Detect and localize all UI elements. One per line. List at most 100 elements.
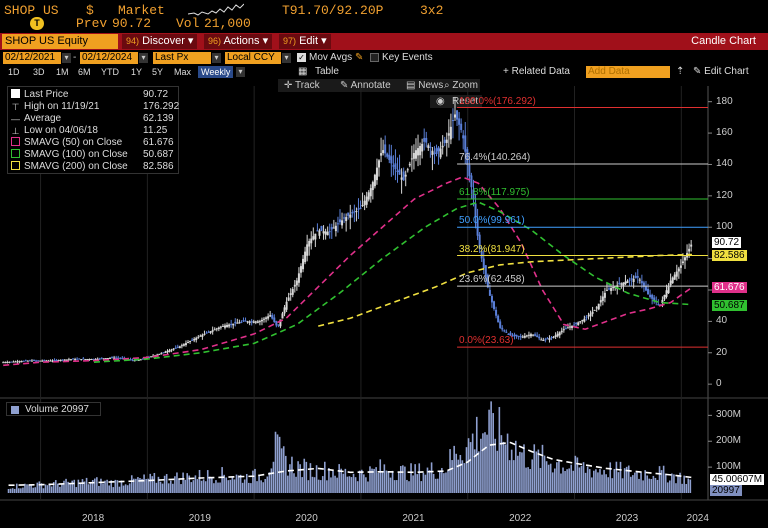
volume-bar: [321, 476, 324, 493]
currency-dropdown-icon[interactable]: ▾: [282, 53, 291, 63]
volume-bar: [473, 449, 476, 493]
volume-bar: [584, 472, 587, 493]
volume-bar: [332, 470, 334, 493]
candle-body: [90, 359, 93, 361]
period-6m[interactable]: 6M: [78, 67, 91, 77]
volume-bar: [225, 477, 228, 493]
volume-bar: [326, 480, 328, 493]
volume-bar: [190, 482, 193, 493]
volume-bar: [299, 464, 301, 493]
edit-chart-button[interactable]: ✎ Edit Chart: [693, 66, 749, 77]
candle-body: [320, 225, 323, 231]
volume-bar: [297, 461, 299, 493]
frequency-dropdown-icon[interactable]: ▾: [236, 67, 245, 77]
volume-bar: [28, 485, 30, 493]
candle-body: [123, 357, 126, 359]
period-max[interactable]: Max: [174, 67, 192, 77]
volume-bar: [38, 481, 41, 493]
table-button[interactable]: Table: [315, 66, 339, 77]
volume-bar: [223, 474, 225, 493]
volume-bar: [385, 470, 388, 493]
prev-label: Prev: [76, 16, 108, 31]
period-ytd[interactable]: YTD: [101, 67, 119, 77]
candle-body: [495, 309, 498, 316]
volume-bar: [46, 485, 49, 493]
volume-bar: [44, 484, 47, 493]
start-calendar-icon[interactable]: ▾: [62, 53, 71, 63]
end-calendar-icon[interactable]: ▾: [139, 53, 148, 63]
period-5y[interactable]: 5Y: [152, 67, 164, 77]
pencil-icon[interactable]: ✎: [355, 52, 364, 63]
news-icon[interactable]: T: [30, 17, 44, 30]
volume-bar: [13, 488, 16, 493]
volume-bar: [20, 488, 22, 493]
period-1y[interactable]: 1Y: [131, 67, 143, 77]
volume-bar: [75, 487, 78, 493]
candle-body: [217, 327, 220, 330]
price-field-dropdown-icon[interactable]: ▾: [212, 53, 221, 63]
volume-bar: [424, 474, 427, 493]
annotate-tool[interactable]: ✎ Annotate: [340, 80, 391, 91]
volume-bar: [576, 457, 579, 493]
candle-body: [195, 337, 198, 340]
ticker-field[interactable]: SHOP US Equity: [2, 34, 118, 49]
candle-body: [421, 143, 424, 152]
period-1m[interactable]: 1M: [56, 67, 69, 77]
period-1d[interactable]: 1D: [8, 67, 20, 77]
volume-bar: [486, 434, 488, 493]
legend-label: Low on 04/06/18: [24, 125, 98, 136]
volume-bar: [623, 468, 626, 493]
volume-bar: [611, 478, 614, 493]
upload-icon[interactable]: ⇡: [676, 66, 685, 77]
frequency-select[interactable]: Weekly: [198, 66, 234, 78]
news-tool[interactable]: ▤ News: [406, 80, 444, 91]
zoom-tool[interactable]: ⌕ Zoom: [444, 80, 478, 91]
candle-body: [240, 321, 243, 323]
volume-bar: [352, 473, 355, 493]
volume-bar: [422, 472, 425, 493]
volume-bar: [69, 482, 71, 493]
candle-body: [573, 324, 576, 326]
volume-bar: [36, 482, 39, 493]
candle-body: [655, 301, 658, 303]
candle-body: [562, 329, 565, 331]
track-tool[interactable]: ✛ Track: [284, 80, 320, 91]
menu-discover[interactable]: 94) Discover ▾: [122, 34, 198, 49]
menu-edit[interactable]: 97) Edit ▾: [279, 34, 331, 49]
start-date-field[interactable]: 02/12/2021: [3, 52, 61, 64]
volume-bar: [32, 487, 34, 493]
end-date-field[interactable]: 02/12/2024: [80, 52, 138, 64]
volume-y-tick-label: 100M: [716, 461, 742, 473]
related-data-button[interactable]: + Related Data: [503, 66, 570, 77]
volume-bar: [340, 468, 343, 493]
candle-body: [624, 281, 627, 285]
candle-body: [53, 359, 56, 361]
period-3d[interactable]: 3D: [33, 67, 45, 77]
candle-body: [599, 300, 602, 303]
volume-bar: [615, 461, 618, 493]
currency-select[interactable]: Local CCY: [225, 52, 281, 64]
mov-avgs-checkbox[interactable]: ✓: [297, 53, 306, 62]
candle-body: [267, 316, 270, 319]
table-icon[interactable]: ▦: [298, 66, 308, 77]
candle-body: [560, 330, 563, 333]
volume-bar: [441, 467, 443, 493]
candle-body: [505, 331, 508, 333]
candle-body: [238, 322, 241, 324]
candle-body: [601, 296, 604, 301]
volume-bar: [284, 455, 287, 493]
fib-label: 61.8%(117.975): [459, 187, 530, 199]
volume-bar: [412, 475, 414, 493]
candle-body: [45, 360, 48, 362]
menu-actions[interactable]: 96) Actions ▾: [204, 34, 273, 49]
price-field-select[interactable]: Last Px: [153, 52, 211, 64]
add-data-input[interactable]: Add Data: [586, 66, 670, 78]
candle-body: [330, 227, 333, 230]
candle-body: [94, 358, 97, 360]
reset-tool[interactable]: ◉ Reset: [430, 95, 482, 108]
candle-body: [423, 138, 426, 142]
volume-bar: [87, 484, 90, 493]
candle-body: [254, 321, 257, 323]
volume-bar: [42, 488, 45, 493]
key-events-checkbox[interactable]: [370, 53, 379, 62]
